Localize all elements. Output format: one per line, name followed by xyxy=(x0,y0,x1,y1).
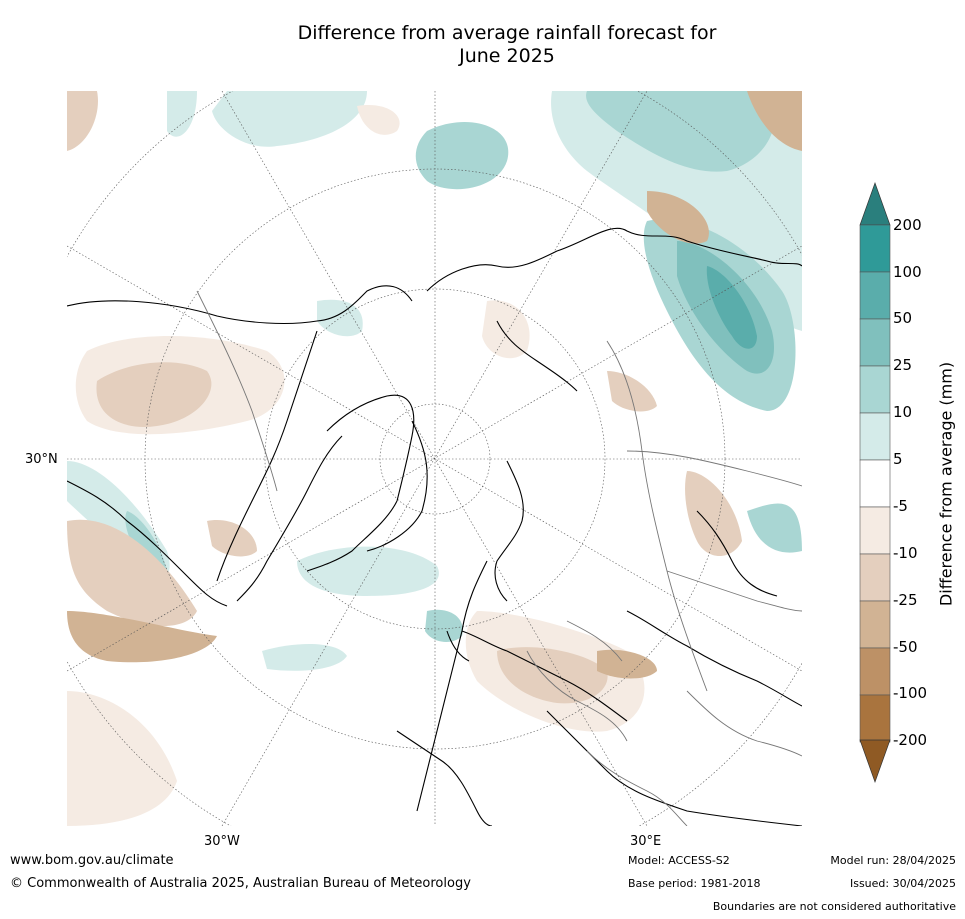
coastlines xyxy=(67,227,802,826)
colorbar-tick: -10 xyxy=(893,544,918,562)
colorbar-bands xyxy=(859,224,891,743)
model-run-date: Model run: 28/04/2025 xyxy=(830,854,956,867)
colorbar-tick: -5 xyxy=(893,497,908,515)
colorbar-extend-min xyxy=(859,739,891,784)
colorbar-tick: -100 xyxy=(893,684,928,702)
colorbar-tick: 100 xyxy=(893,263,922,281)
copyright-text: © Commonwealth of Australia 2025, Austra… xyxy=(10,876,471,891)
colorbar-band xyxy=(859,459,891,508)
colorbar-tick: -200 xyxy=(893,731,928,749)
map-title: Difference from average rainfall forecas… xyxy=(232,22,782,68)
lon-label-30w: 30°W xyxy=(204,834,240,849)
colorbar-tick: 25 xyxy=(893,356,913,374)
colorbar-tick: 50 xyxy=(893,309,913,327)
colorbar-title: Difference from average (mm) xyxy=(936,361,956,607)
rainfall-map xyxy=(67,91,802,826)
colorbar-band xyxy=(859,694,891,743)
country-borders xyxy=(196,290,802,826)
lon-label-30e: 30°E xyxy=(630,834,662,849)
graticule xyxy=(67,91,802,826)
colorbar-extend-max xyxy=(859,181,891,226)
map-canvas xyxy=(67,91,802,826)
colorbar-tick: 200 xyxy=(893,216,922,234)
colorbar-band xyxy=(859,412,891,461)
dry-anomaly-areas xyxy=(67,91,802,826)
colorbar-band xyxy=(859,318,891,367)
colorbar-tick: 5 xyxy=(893,450,903,468)
colorbar-band xyxy=(859,600,891,649)
colorbar-band xyxy=(859,271,891,320)
website-link[interactable]: www.bom.gov.au/climate xyxy=(10,853,174,868)
map-title-line1: Difference from average rainfall forecas… xyxy=(297,22,717,44)
colorbar-band xyxy=(859,224,891,273)
base-period: Base period: 1981-2018 xyxy=(628,877,761,890)
colorbar-band xyxy=(859,506,891,555)
model-name: Model: ACCESS-S2 xyxy=(628,854,730,867)
lat-label-30n: 30°N xyxy=(25,452,58,467)
colorbar-band xyxy=(859,647,891,696)
disclaimer-text: Boundaries are not considered authoritat… xyxy=(712,900,956,913)
colorbar xyxy=(859,181,891,784)
issued-date: Issued: 30/04/2025 xyxy=(849,877,956,890)
map-title-line2: June 2025 xyxy=(459,45,555,67)
colorbar-band xyxy=(859,365,891,414)
colorbar-tick: -25 xyxy=(893,591,918,609)
colorbar-band xyxy=(859,553,891,602)
colorbar-tick: -50 xyxy=(893,638,918,656)
colorbar-tick: 10 xyxy=(893,403,913,421)
